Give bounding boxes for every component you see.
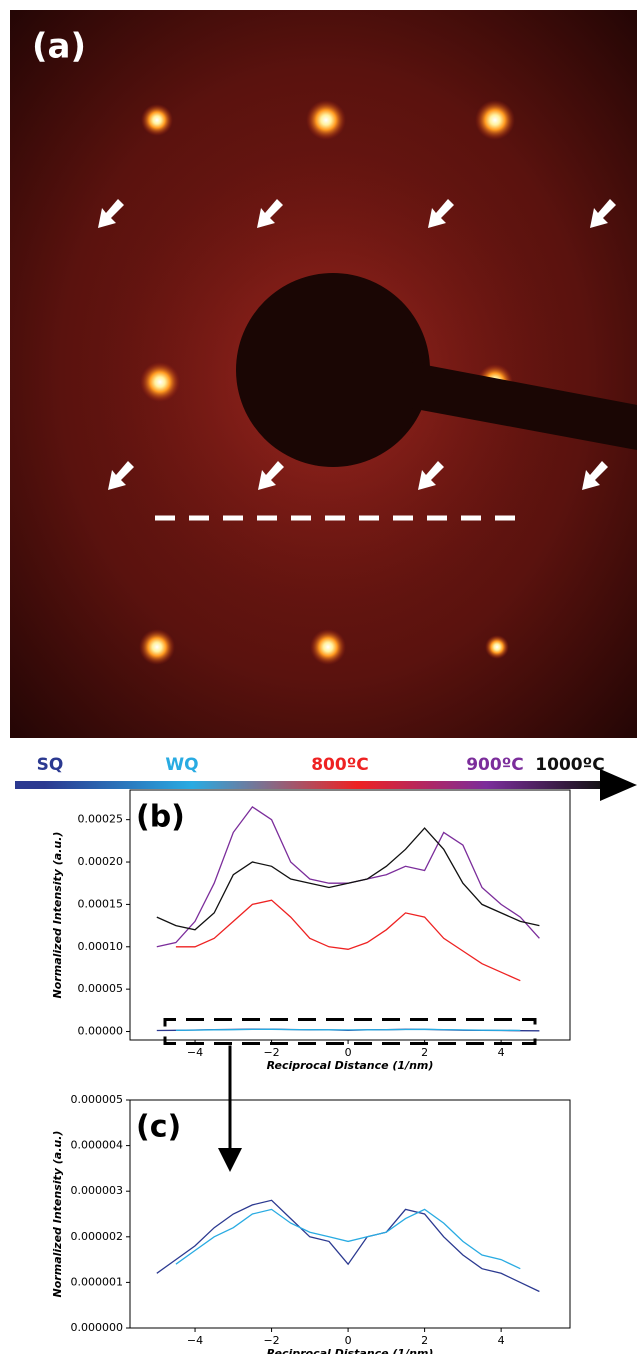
panel-label: (b) xyxy=(136,800,185,835)
y-tick-label: 0.000003 xyxy=(71,1184,124,1197)
y-tick-label: 0.00010 xyxy=(78,940,124,953)
y-tick-label: 0.000005 xyxy=(71,1093,124,1106)
x-tick-label: 4 xyxy=(498,1046,505,1059)
x-tick-label: 4 xyxy=(498,1334,505,1347)
x-tick-label: −2 xyxy=(263,1046,279,1059)
data-line xyxy=(176,900,520,981)
data-line xyxy=(157,807,540,947)
y-axis-title: Normalized Intensity (a.u.) xyxy=(51,1131,64,1298)
y-tick-label: 0.00025 xyxy=(78,813,124,826)
diffraction-image: (a) xyxy=(10,10,637,738)
panel-label: (a) xyxy=(32,27,86,67)
y-tick-label: 0.000002 xyxy=(71,1230,124,1243)
y-tick-label: 0.00000 xyxy=(78,1025,124,1038)
scale-label: 900ºC xyxy=(466,755,524,775)
y-tick-label: 0.000001 xyxy=(71,1275,124,1288)
plot-frame xyxy=(130,790,570,1040)
scale-gradient xyxy=(15,781,605,789)
x-tick-label: 2 xyxy=(421,1334,428,1347)
condition-scale: SQ WQ 800ºC 900ºC 1000ºC xyxy=(15,755,637,801)
plot-frame xyxy=(130,1100,570,1328)
data-line xyxy=(157,828,540,930)
x-tick-label: 0 xyxy=(345,1334,352,1347)
x-tick-label: −4 xyxy=(187,1334,203,1347)
y-tick-label: 0.000004 xyxy=(71,1139,124,1152)
y-tick-label: 0.00020 xyxy=(78,855,124,868)
y-axis-title: Normalized Intensity (a.u.) xyxy=(51,832,64,999)
x-tick-label: 0 xyxy=(345,1046,352,1059)
x-axis-title: Reciprocal Distance (1/nm) xyxy=(267,1347,434,1354)
scale-label: WQ xyxy=(165,755,198,775)
x-axis-title: Reciprocal Distance (1/nm) xyxy=(267,1059,434,1072)
x-tick-label: −2 xyxy=(263,1334,279,1347)
figure: (a) SQ WQ 800ºC 900ºC 1000ºC 0.00000 0.00005 0… xyxy=(0,0,637,1354)
x-tick-label: −4 xyxy=(187,1046,203,1059)
scale-label: SQ xyxy=(37,755,64,775)
y-tick-label: 0.00015 xyxy=(78,897,124,910)
data-line xyxy=(176,1029,520,1030)
panel-label: (c) xyxy=(136,1110,181,1145)
y-tick-label: 0.00005 xyxy=(78,982,124,995)
scale-arrowhead xyxy=(600,769,637,801)
scale-label: 800ºC xyxy=(311,755,369,775)
y-tick-label: 0.000000 xyxy=(71,1321,124,1334)
scale-label: 1000ºC xyxy=(535,755,604,775)
x-tick-label: 2 xyxy=(421,1046,428,1059)
data-line xyxy=(157,1200,540,1291)
